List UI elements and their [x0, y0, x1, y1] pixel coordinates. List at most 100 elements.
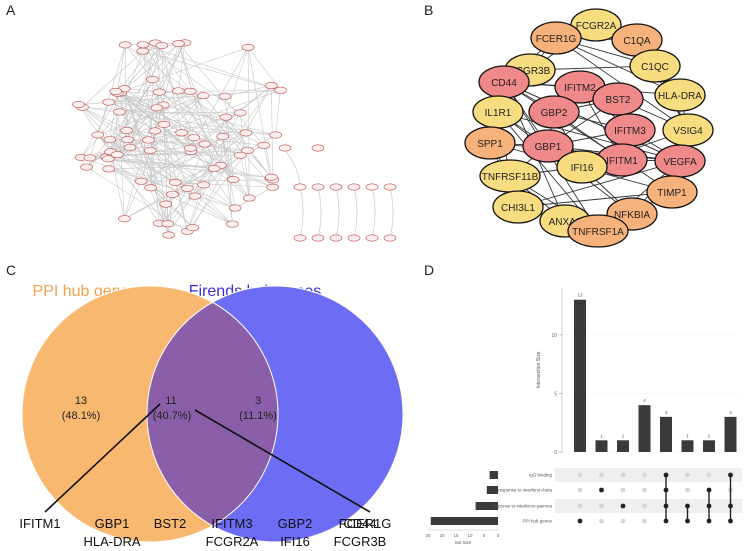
- panel-a-edge: [167, 188, 188, 224]
- panel-a-edge: [177, 42, 186, 91]
- node-label: IFITM3: [614, 126, 646, 137]
- panel-a-edge: [168, 194, 173, 236]
- intersection-bar: [617, 440, 629, 452]
- panel-a-node: [347, 183, 361, 191]
- panel-a-node: [311, 144, 325, 152]
- intersection-bar: [724, 416, 737, 452]
- intersection-bar-label: 3: [665, 410, 668, 415]
- node-ifitm3: IFITM3: [604, 113, 656, 147]
- intersection-bar-label: 1: [708, 433, 711, 438]
- node-shape: [522, 129, 574, 163]
- left-percent: (48.1%): [62, 410, 101, 422]
- matrix-dot-active: [599, 487, 604, 493]
- panel-a-node: [347, 234, 361, 242]
- panel-a-edge: [119, 111, 233, 225]
- panel-a-edge: [190, 91, 273, 188]
- y-tick-label: 10: [551, 333, 557, 339]
- panel-a-node: [383, 234, 397, 242]
- panel-a-node: [274, 86, 287, 94]
- panel-a-node: [72, 100, 85, 108]
- matrix-dot-inactive: [599, 472, 604, 478]
- set-size-bars: IgG binding response to interferon-beta re…: [425, 471, 553, 545]
- overlap-pointer-line: [44, 403, 161, 513]
- panel-a-edge: [140, 150, 151, 182]
- matrix-row-stripe: [555, 499, 742, 513]
- set-tick-label: 15: [453, 533, 459, 538]
- panel-a-node: [293, 183, 307, 191]
- panel-a-edge: [141, 179, 273, 182]
- node-label: CHI3L1: [501, 203, 535, 214]
- overlap-gene: FCGR2A: [206, 534, 259, 549]
- panel-a-edge: [204, 143, 241, 156]
- network-edge: [503, 81, 673, 193]
- panel-a-edge: [117, 90, 179, 94]
- node-tnfrsf1a: TNFRSF1A: [567, 214, 629, 248]
- panel-label-b: B: [424, 2, 434, 18]
- node-label: C1QA: [623, 36, 651, 47]
- node-shape: [592, 82, 644, 116]
- venn-diagram: PPI hub genes Firends hub genes 13 (48.1…: [19, 283, 404, 549]
- intersection-bar: [703, 440, 715, 452]
- panel-a-edge: [154, 130, 170, 236]
- panel-a-edge: [108, 165, 221, 170]
- intersection-bar: [681, 440, 694, 452]
- set-tick-label: 0: [497, 533, 500, 538]
- set-axis-title: Set Size: [455, 540, 472, 545]
- panel-a-edge: [126, 130, 191, 149]
- panel-a-edge: [89, 101, 109, 159]
- panel-a-edge: [109, 139, 196, 197]
- panel-a-edge: [108, 101, 158, 108]
- panel-a-edge: [158, 194, 173, 224]
- panel-a-edge: [163, 104, 276, 136]
- panel-a-node: [118, 41, 132, 49]
- panel-a-node: [155, 42, 169, 50]
- panel-a-edge: [124, 194, 173, 219]
- panel-a-edge: [247, 47, 272, 178]
- panel-a-edge: [187, 47, 249, 232]
- panel-a-node: [166, 190, 179, 198]
- set-tick-label: 25: [425, 533, 431, 538]
- hub-gene-network: FCGR2A FCER1G C1QA FCGR3B C1QC CD44 IFITM2 BST2…: [464, 8, 714, 248]
- ppi-circle-outline: [21, 285, 279, 543]
- matrix-dot-inactive: [685, 487, 690, 493]
- panel-a-node: [103, 136, 117, 144]
- panel-a-node: [228, 204, 242, 212]
- node-shape: [567, 214, 629, 248]
- set-tick-label: 5: [483, 533, 486, 538]
- node-label: C1QC: [641, 62, 669, 73]
- panel-a-node: [239, 129, 253, 137]
- panel-a-node: [187, 134, 201, 142]
- panel-a-node: [171, 87, 185, 95]
- y-tick-label: 5: [554, 391, 557, 397]
- overlap-gene: IFI16: [280, 534, 310, 549]
- set-size-bar: [430, 517, 498, 525]
- panel-a-edge: [78, 95, 204, 105]
- overlap-count: 11: [165, 395, 176, 407]
- matrix-dot-inactive: [642, 503, 647, 509]
- node-tnfrsf11b: TNFRSF11B: [479, 159, 541, 193]
- node-timp1: TIMP1: [646, 175, 698, 209]
- panel-a-edge: [178, 43, 215, 169]
- network-edge: [497, 111, 681, 162]
- panel-a-edge: [335, 186, 340, 239]
- overlap-gene: IFITM3: [211, 516, 252, 531]
- matrix-dot-inactive: [577, 472, 583, 478]
- panel-a-node: [143, 146, 157, 154]
- node-vegfa: VEGFA: [654, 144, 706, 178]
- node-label: TNFRSF1A: [572, 227, 624, 238]
- node-vsig4: VSIG4: [662, 113, 714, 147]
- panel-a-node: [121, 136, 134, 144]
- node-ifi16: IFI16: [556, 150, 608, 184]
- panel-a-node: [148, 127, 162, 135]
- intersection-bar-label: 1: [600, 433, 603, 438]
- node-spp1: SPP1: [464, 126, 516, 160]
- panel-a-edge: [167, 194, 173, 224]
- panel-a-node: [136, 41, 150, 49]
- panel-a-node: [265, 82, 278, 90]
- panel-a-edge: [119, 51, 144, 113]
- node-label: IFITM1: [606, 156, 638, 167]
- panel-a-node: [241, 146, 254, 154]
- overlap-gene-list-line1: IFITM1 GBP1 BST2 IFITM3 GBP2 CD44: [19, 516, 376, 531]
